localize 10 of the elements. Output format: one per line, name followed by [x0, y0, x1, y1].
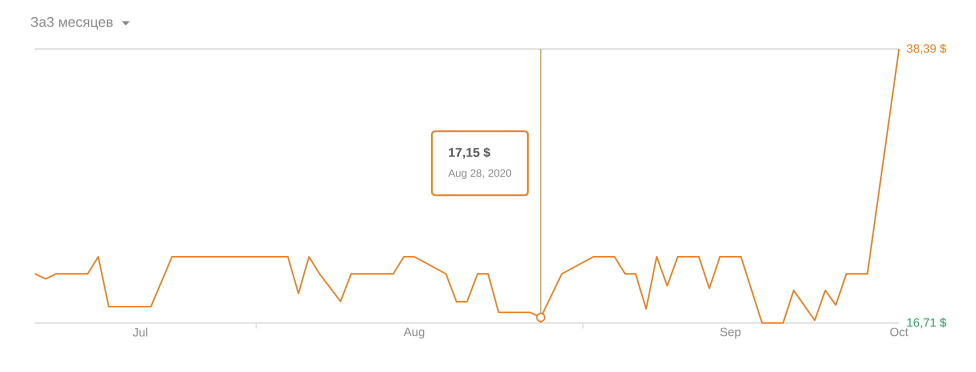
- chart-title: За3 месяцев: [30, 17, 113, 30]
- x-tick-label: Aug: [404, 328, 424, 338]
- y-tick-label: 16,71 $: [907, 318, 946, 328]
- annotation: Aug 28, 2020: [448, 169, 512, 180]
- y-tick-label: 38,39 $: [906, 44, 946, 54]
- x-tick-label: Jul: [132, 328, 148, 337]
- x-tick-label: Oct: [890, 328, 908, 336]
- x-tick-label: Sep: [720, 328, 741, 339]
- line-series: [34, 48, 900, 324]
- annotation: 17,15 $: [448, 147, 490, 159]
